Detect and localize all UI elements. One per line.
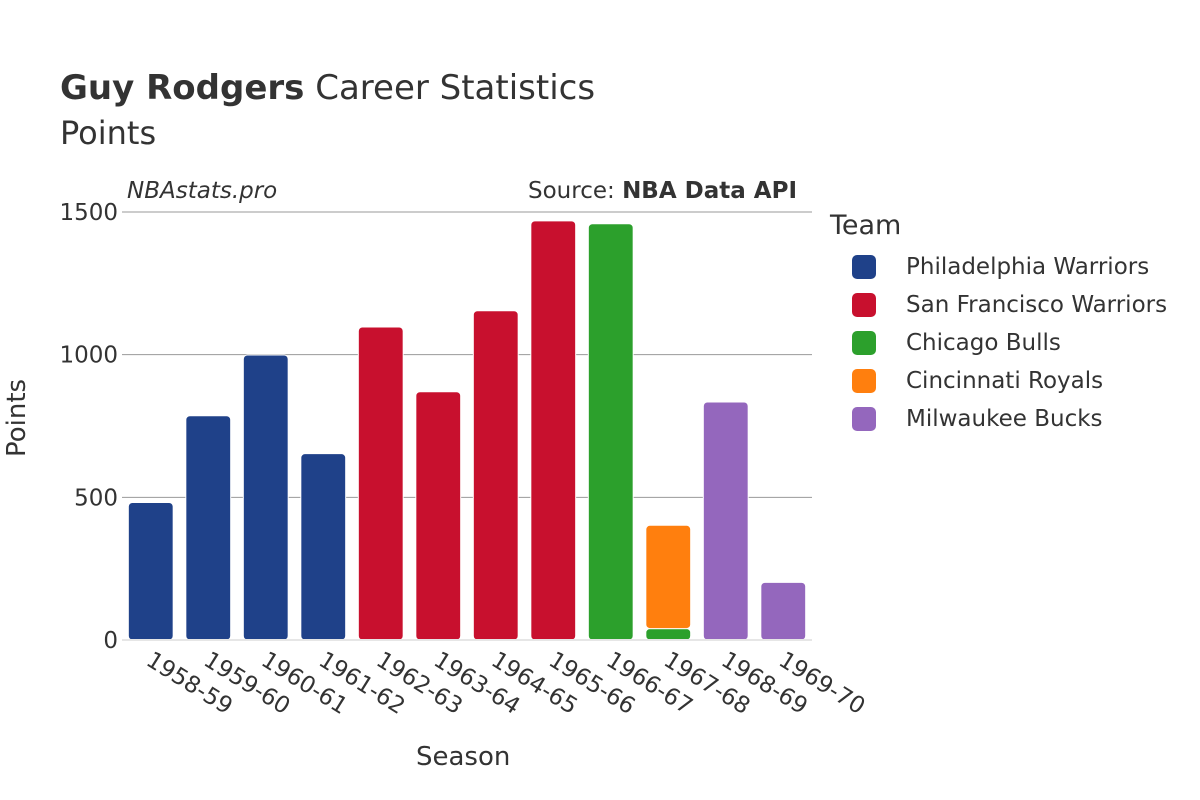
bar bbox=[645, 524, 692, 630]
bar bbox=[760, 581, 807, 641]
legend-swatch bbox=[852, 407, 876, 431]
y-axis-label: Points bbox=[2, 378, 32, 458]
bar bbox=[242, 354, 289, 641]
source-prefix: Source: bbox=[528, 178, 623, 204]
x-axis-label: Season bbox=[416, 742, 511, 772]
legend-item[interactable]: Cincinnati Royals bbox=[852, 362, 1167, 400]
legend-item[interactable]: San Francisco Warriors bbox=[852, 286, 1167, 324]
legend-swatch bbox=[852, 331, 876, 355]
legend-item[interactable]: Philadelphia Warriors bbox=[852, 248, 1167, 286]
legend-label: Philadelphia Warriors bbox=[906, 254, 1150, 280]
legend-label: Cincinnati Royals bbox=[906, 368, 1104, 394]
chart-title-rest: Career Statistics bbox=[304, 68, 596, 108]
bar bbox=[185, 415, 232, 641]
legend-item[interactable]: Chicago Bulls bbox=[852, 324, 1167, 362]
bar bbox=[127, 501, 174, 641]
legend-label: Milwaukee Bucks bbox=[906, 406, 1103, 432]
y-tick-label: 1000 bbox=[59, 343, 118, 369]
chart-title: Guy Rodgers Career Statistics bbox=[60, 68, 595, 108]
legend-label: Chicago Bulls bbox=[906, 330, 1061, 356]
y-tick-label: 1500 bbox=[59, 200, 118, 226]
y-tick-label: 0 bbox=[103, 628, 118, 654]
y-tick-label: 500 bbox=[74, 485, 118, 511]
legend: Philadelphia Warriors San Francisco Warr… bbox=[852, 248, 1167, 438]
legend-title: Team bbox=[830, 210, 902, 241]
bar bbox=[357, 326, 404, 641]
chart-subtitle: Points bbox=[60, 114, 157, 152]
bar bbox=[587, 223, 634, 641]
legend-swatch bbox=[852, 293, 876, 317]
bar bbox=[415, 391, 462, 641]
source-name: NBA Data API bbox=[622, 178, 797, 204]
bar bbox=[530, 220, 577, 641]
legend-swatch bbox=[852, 255, 876, 279]
legend-label: San Francisco Warriors bbox=[906, 292, 1168, 318]
watermark: NBAstats.pro bbox=[127, 178, 278, 204]
legend-item[interactable]: Milwaukee Bucks bbox=[852, 400, 1167, 438]
bar bbox=[702, 401, 749, 641]
chart-title-bold: Guy Rodgers bbox=[60, 68, 305, 108]
bar bbox=[645, 628, 692, 641]
bar bbox=[300, 453, 347, 641]
legend-swatch bbox=[852, 369, 876, 393]
bar bbox=[472, 310, 519, 641]
source-label: Source: NBA Data API bbox=[528, 178, 797, 204]
